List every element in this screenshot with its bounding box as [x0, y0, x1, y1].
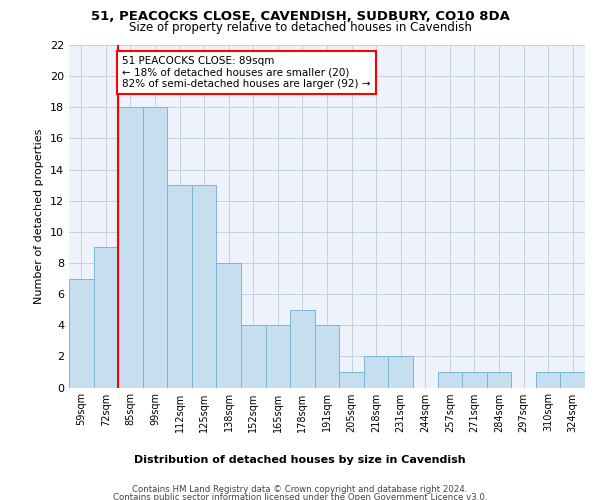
Text: 51 PEACOCKS CLOSE: 89sqm
← 18% of detached houses are smaller (20)
82% of semi-d: 51 PEACOCKS CLOSE: 89sqm ← 18% of detach… [122, 56, 370, 89]
Bar [192, 185, 217, 388]
Bar [217, 263, 241, 388]
Bar [118, 108, 143, 388]
Bar [560, 372, 585, 388]
Text: Distribution of detached houses by size in Cavendish: Distribution of detached houses by size … [134, 455, 466, 465]
Text: Contains HM Land Registry data © Crown copyright and database right 2024.: Contains HM Land Registry data © Crown c… [132, 485, 468, 494]
Bar [462, 372, 487, 388]
Bar [69, 278, 94, 388]
Bar [339, 372, 364, 388]
Bar [143, 108, 167, 388]
Bar [167, 185, 192, 388]
Y-axis label: Number of detached properties: Number of detached properties [34, 128, 44, 304]
Bar [290, 310, 315, 388]
Bar [388, 356, 413, 388]
Bar [315, 325, 339, 388]
Bar [487, 372, 511, 388]
Bar [364, 356, 388, 388]
Text: Size of property relative to detached houses in Cavendish: Size of property relative to detached ho… [128, 21, 472, 34]
Bar [94, 248, 118, 388]
Bar [536, 372, 560, 388]
Bar [241, 325, 266, 388]
Text: Contains public sector information licensed under the Open Government Licence v3: Contains public sector information licen… [113, 494, 487, 500]
Bar [266, 325, 290, 388]
Bar [437, 372, 462, 388]
Text: 51, PEACOCKS CLOSE, CAVENDISH, SUDBURY, CO10 8DA: 51, PEACOCKS CLOSE, CAVENDISH, SUDBURY, … [91, 10, 509, 23]
